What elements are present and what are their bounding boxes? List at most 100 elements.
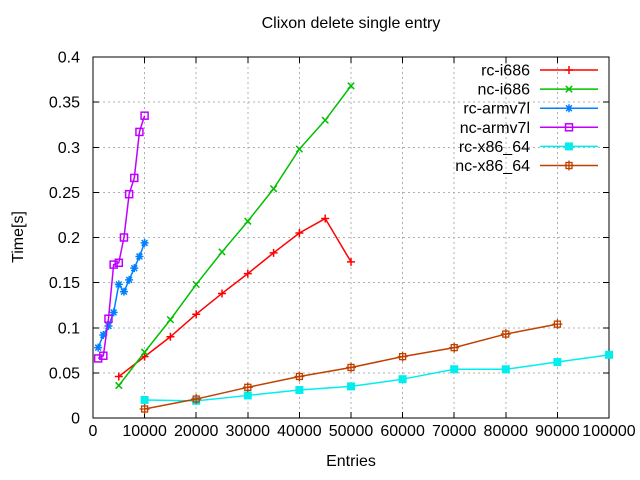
legend: rc-i686 nc-i686 rc-armv7l nc-armv7l rc-x86_6…: [455, 63, 598, 175]
data-point-marker: [295, 145, 304, 153]
data-point-marker: [295, 386, 304, 395]
x-axis-label: Entries: [326, 453, 376, 470]
data-point-marker: [114, 372, 123, 381]
data-point-marker: [109, 260, 118, 269]
x-tick-label: 90000: [535, 423, 580, 440]
data-point-marker: [140, 395, 149, 404]
data-point-marker: [269, 185, 278, 193]
y-tick-label: 0.2: [58, 230, 80, 247]
legend-label-rc-x86_64: rc-x86_64: [459, 139, 530, 156]
x-tick-label: 50000: [329, 423, 374, 440]
data-point-marker: [119, 233, 129, 242]
y-tick-label: 0.35: [49, 95, 80, 112]
data-point-marker: [565, 66, 573, 74]
data-point-marker: [553, 358, 562, 367]
data-point-marker: [269, 248, 278, 257]
data-point-marker: [502, 330, 510, 338]
data-point-marker: [109, 308, 118, 317]
data-point-marker: [565, 104, 573, 113]
data-point-marker: [114, 280, 123, 289]
series-line: [118, 85, 352, 386]
data-point-marker: [450, 365, 459, 374]
x-tick-label: 80000: [484, 423, 529, 440]
data-point-marker: [192, 395, 200, 403]
data-point-marker: [135, 252, 144, 261]
x-tick-label: 10000: [122, 423, 167, 440]
legend-label-rc-i686: rc-i686: [481, 63, 530, 80]
series-nc-x86_64: [139, 319, 563, 414]
legend-label-rc-armv7l: rc-armv7l: [463, 101, 530, 118]
data-point-marker: [347, 82, 355, 90]
data-point-marker: [244, 217, 252, 225]
series-line: [118, 217, 352, 378]
series-line: [97, 115, 146, 360]
data-point-marker: [166, 315, 175, 324]
x-tick-label: 70000: [432, 423, 477, 440]
y-tick-label: 0.3: [58, 140, 80, 157]
data-point-marker: [565, 85, 573, 93]
data-point-marker: [218, 289, 226, 298]
series-nc-i686: [115, 82, 355, 390]
data-point-marker: [347, 257, 355, 266]
data-point-marker: [605, 350, 613, 359]
data-point-marker: [99, 330, 108, 339]
legend-label-nc-x86_64: nc-x86_64: [455, 158, 530, 175]
data-point-marker: [104, 314, 113, 323]
x-tick-label: 0: [89, 423, 98, 440]
y-tick-label: 0.15: [49, 275, 80, 292]
data-point-marker: [501, 365, 510, 374]
data-point-marker: [192, 280, 200, 289]
data-point-marker: [166, 332, 175, 341]
y-tick-label: 0.25: [49, 185, 80, 202]
data-point-marker: [140, 405, 149, 413]
y-tick-label: 0.4: [58, 50, 80, 67]
data-point-marker: [243, 269, 252, 278]
data-point-marker: [114, 258, 124, 268]
legend-label-nc-i686: nc-i686: [478, 82, 531, 99]
data-point-marker: [564, 123, 574, 132]
data-point-marker: [565, 161, 573, 170]
data-point-marker: [140, 238, 149, 247]
data-point-marker: [99, 351, 108, 360]
tick-marks: [92, 56, 610, 419]
data-point-marker: [450, 343, 458, 352]
data-point-marker: [125, 275, 134, 284]
data-point-marker: [104, 321, 113, 330]
series-nc-armv7l: [93, 111, 149, 363]
data-point-marker: [94, 343, 103, 352]
x-tick-label: 60000: [380, 423, 425, 440]
data-point-marker: [398, 375, 407, 384]
y-tick-label: 0.05: [49, 365, 80, 382]
data-point-marker: [553, 320, 562, 328]
legend-label-nc-armv7l: nc-armv7l: [460, 120, 530, 137]
data-point-marker: [119, 287, 128, 296]
data-point-marker: [295, 228, 304, 237]
series-line: [97, 242, 146, 348]
chart-title: Clixon delete single entry: [261, 15, 441, 32]
data-point-marker: [192, 310, 201, 319]
data-point-marker: [130, 264, 139, 273]
series-rc-i686: [114, 214, 355, 381]
data-point-marker: [218, 248, 226, 256]
x-tick-label: 100000: [582, 423, 635, 440]
data-point-marker: [321, 214, 330, 223]
data-point-marker: [124, 189, 134, 199]
data-point-marker: [243, 391, 252, 400]
data-point-marker: [135, 127, 144, 137]
data-point-marker: [140, 348, 149, 356]
x-tick-label: 20000: [174, 423, 219, 440]
x-tick-label: 40000: [277, 423, 322, 440]
series-rc-armv7l: [94, 238, 149, 352]
data-point-marker: [347, 363, 355, 372]
data-point-marker: [565, 142, 573, 151]
data-point-marker: [115, 381, 123, 390]
y-tick-label: 0: [71, 411, 80, 428]
data-point-marker: [321, 116, 329, 124]
gridlines: [93, 57, 609, 418]
series-line: [144, 354, 610, 402]
data-point-marker: [398, 352, 407, 361]
series-rc-x86_64: [140, 350, 613, 405]
data-point-marker: [130, 173, 139, 183]
